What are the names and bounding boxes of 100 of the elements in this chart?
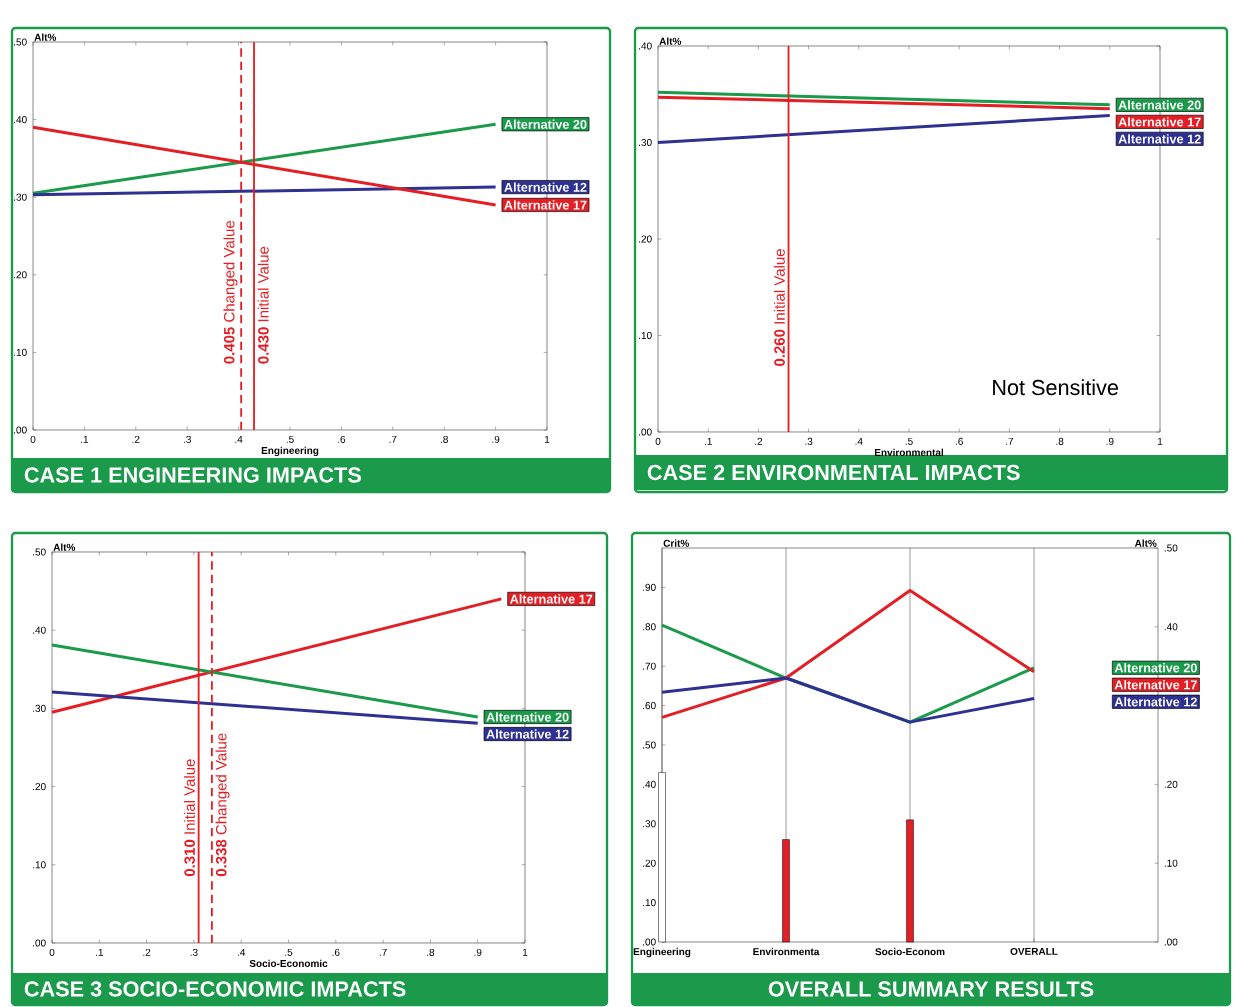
x-tick-label: .7: [389, 435, 397, 443]
series-label: Alternative 12: [486, 729, 569, 739]
series-label: Alternative 20: [1118, 100, 1201, 110]
x-tick-label: .7: [1006, 437, 1014, 445]
y2-tick-label: .40: [1164, 623, 1178, 631]
bar: [906, 819, 914, 943]
x-tick-label: .6: [332, 948, 340, 956]
x-axis-title: Environmental: [874, 448, 944, 457]
x-tick-label: 1: [522, 948, 528, 956]
y-tick-label: .00: [14, 426, 27, 434]
ref-line-label: 0.260 Initial Value: [773, 249, 785, 366]
x-tick-label: .8: [1056, 437, 1064, 445]
y-tick-label: .40: [33, 626, 46, 634]
bar: [658, 772, 666, 943]
y-tick-label: .50: [643, 741, 656, 749]
y-tick-label: .40: [14, 116, 27, 124]
x-tick-label: .9: [1106, 437, 1114, 445]
x-tick-label: .5: [285, 948, 293, 956]
y-tick-label: .30: [14, 193, 27, 201]
x-tick-label: .1: [96, 948, 103, 956]
text: CASE 1 ENGINEERING IMPACTS: [24, 467, 361, 483]
x-tick-label: .6: [338, 435, 346, 443]
y-tick-label: .50: [33, 548, 46, 556]
y-tick-label: .30: [639, 138, 652, 147]
x-tick-label: .2: [755, 437, 763, 445]
y-axis-title: Alt%: [659, 37, 682, 45]
y-axis-title: Crit%: [663, 539, 690, 547]
y-tick-label: .20: [639, 235, 652, 243]
series-label: Alternative 12: [1118, 134, 1201, 144]
x-tick-label: .7: [379, 948, 387, 956]
y-tick-label: .80: [643, 623, 656, 631]
y-tick-label: .40: [643, 780, 656, 788]
x-tick-label: 0: [49, 948, 55, 956]
series-label: Alternative 17: [510, 594, 593, 604]
ref-line-label: 0.338 Changed Value: [215, 733, 230, 877]
y-tick-label: .20: [33, 783, 46, 791]
y-tick-label: .90: [643, 583, 656, 591]
y-tick-label: .00: [643, 938, 656, 946]
x-tick-label: .1: [81, 435, 89, 443]
text: CASE 2 ENVIRONMENTAL IMPACTS: [647, 464, 1020, 481]
x-tick-label: 0: [655, 437, 661, 445]
y-tick-label: .30: [643, 820, 656, 828]
x-tick-label: .3: [805, 437, 813, 445]
x-tick-label: 0: [30, 435, 36, 443]
annotation: Not Sensitive: [993, 379, 1118, 396]
x-axis-title: Socio-Economic: [249, 959, 328, 968]
y-tick-label: .70: [643, 662, 656, 670]
y-axis-title: Alt%: [53, 543, 76, 551]
x-tick-label: 1: [1157, 437, 1163, 445]
y2-tick-label: .10: [1164, 859, 1178, 867]
x-tick-label: .9: [474, 948, 482, 956]
x-tick-label: Engineering: [633, 947, 691, 958]
y-tick-label: .50: [14, 38, 27, 46]
x-tick-label: .2: [132, 435, 140, 443]
y2-tick-label: .00: [1164, 938, 1178, 946]
line-series: [660, 589, 1036, 719]
x-tick-label: .4: [235, 435, 243, 443]
x-tick-label: .5: [286, 435, 294, 443]
x-tick-label: .9: [492, 435, 500, 443]
text: CASE 3 SOCIO-ECONOMIC IMPACTS: [24, 981, 406, 997]
x-tick-label: Socio-Econom: [875, 947, 945, 956]
y-tick-label: .20: [14, 271, 27, 279]
x-tick-label: OVERALL: [1010, 947, 1058, 955]
y-tick-label: .20: [643, 859, 656, 867]
series-label: Alternative 20: [486, 712, 569, 722]
x-tick-label: .3: [183, 435, 191, 443]
y-tick-label: .40: [639, 42, 652, 50]
y-tick-label: .10: [643, 899, 656, 907]
x-tick-label: .6: [955, 437, 963, 445]
line-series: [660, 676, 1036, 724]
y2-tick-label: .20: [1164, 780, 1178, 788]
y2-tick-label: .50: [1164, 544, 1178, 552]
text: OVERALL SUMMARY RESULTS: [768, 981, 1094, 997]
x-tick-label: .3: [190, 948, 198, 956]
text: Alternative 17: [1114, 680, 1197, 690]
series-label: Alternative 17: [504, 200, 587, 210]
ref-line-label: 0.310 Initial Value: [183, 759, 195, 877]
text: Alternative 20: [1114, 663, 1197, 673]
x-tick-label: Environmenta: [753, 947, 820, 956]
y-tick-label: .10: [14, 348, 27, 356]
x-tick-label: .4: [237, 948, 246, 956]
series-label: Alternative 12: [504, 182, 587, 192]
y2-axis-title: Alt%: [1134, 539, 1157, 547]
x-tick-label: .4: [855, 437, 863, 445]
y-tick-label: .00: [33, 939, 46, 947]
y-tick-label: .10: [639, 331, 652, 340]
ref-line-label: 0.405 Changed Value: [223, 220, 238, 364]
x-tick-label: 1: [544, 435, 550, 443]
series-label: Alternative 20: [504, 119, 587, 129]
x-tick-label: .8: [440, 435, 448, 443]
series-label: Alternative 17: [1118, 117, 1201, 127]
ref-line-label: 0.430 Initial Value: [257, 246, 269, 364]
x-tick-label: .8: [427, 948, 435, 956]
x-tick-label: .1: [704, 437, 712, 445]
y-tick-label: .00: [639, 428, 652, 436]
x-tick-label: .5: [905, 437, 913, 445]
x-axis-title: Engineering: [261, 446, 319, 457]
y-axis-title: Alt%: [34, 33, 57, 41]
x-tick-label: .2: [143, 948, 151, 956]
y-tick-label: .10: [33, 861, 46, 869]
